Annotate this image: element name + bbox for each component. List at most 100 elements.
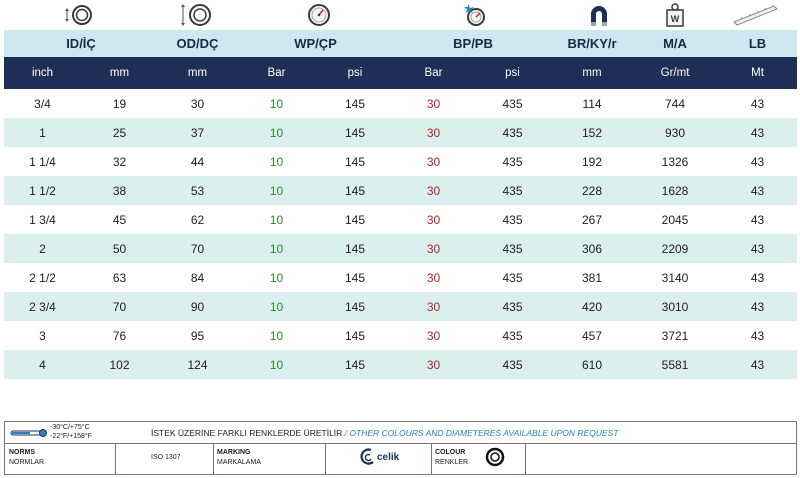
cell-od-mm: 90	[158, 292, 237, 321]
table-body: 3/4 19 30 10 145 30 435 114 744 43 1 25 …	[4, 89, 798, 379]
cell-br-mm: 420	[552, 292, 633, 321]
table-row: 2 3/4 70 90 10 145 30 435 420 3010 43	[4, 292, 798, 321]
cell-id-mm: 32	[112, 154, 127, 169]
cell-wp-bar: 10	[269, 212, 284, 227]
cell-bp-psi: 435	[502, 270, 523, 285]
cell-id-mm: 45	[112, 212, 127, 227]
cell-od-mm: 37	[158, 118, 237, 147]
cell-lb: 43	[718, 118, 798, 147]
cell-wp-bar: 10	[237, 176, 316, 205]
inner-diameter-icon	[60, 2, 100, 28]
cell-bp-psi: 435	[473, 176, 553, 205]
norm-value: ISO 1307	[151, 454, 181, 461]
cell-lb: 43	[718, 234, 798, 263]
unit-inch: inch	[4, 57, 81, 89]
cell-ma: 5581	[632, 350, 719, 379]
cell-inch: 2 3/4	[4, 292, 81, 321]
cell-bp-bar: 30	[394, 176, 473, 205]
cell-inch: 1 1/4	[29, 154, 56, 169]
table-row: 4 102 124 10 145 30 435 610 5581 43	[4, 350, 798, 379]
cell-bp-bar: 30	[394, 118, 473, 147]
cell-od-mm: 30	[190, 96, 205, 111]
cell-br-mm: 192	[582, 154, 603, 169]
table-row: 1 1/2 38 53 10 145 30 435 228 1628 43	[4, 176, 798, 205]
marking-label-tr: MARKALAMA	[217, 459, 261, 466]
cell-id-mm: 70	[81, 292, 158, 321]
cell-wp-psi: 145	[316, 234, 394, 263]
unit-ma: Gr/mt	[632, 57, 719, 89]
bend-radius-icon	[584, 2, 614, 28]
celik-logo-icon	[360, 446, 376, 471]
cell-id-mm: 50	[81, 234, 158, 263]
cell-bp-bar: 30	[394, 350, 473, 379]
norms-label: NORMS	[9, 449, 36, 456]
cell-od-mm: 62	[190, 212, 205, 227]
cell-lb: 43	[750, 270, 765, 285]
table-row: 1 1/4 32 44 10 145 30 435 192 1326 43	[4, 147, 797, 176]
header-wp: WP/ÇP	[237, 30, 394, 57]
cell-wp-psi: 145	[316, 292, 394, 321]
cell-od-mm: 70	[158, 234, 237, 263]
cell-bp-bar: 30	[426, 270, 441, 285]
cell-ma: 3721	[661, 328, 689, 343]
cell-wp-psi: 145	[344, 96, 366, 111]
cell-od-mm: 84	[190, 270, 205, 285]
cell-lb: 43	[718, 350, 798, 379]
cell-wp-psi: 145	[344, 212, 366, 227]
unit-lb: Mt	[718, 57, 798, 89]
cell-br-mm: 306	[552, 234, 633, 263]
cell-wp-psi: 145	[344, 328, 366, 343]
cell-wp-psi: 145	[316, 118, 394, 147]
cell-br-mm: 228	[552, 176, 633, 205]
header-od: OD/DÇ	[158, 30, 237, 57]
note-turkish: İSTEK ÜZERİNE FARKLI RENKLERDE ÜRETİLİR	[151, 428, 343, 438]
column-icons: W	[0, 0, 800, 30]
cell-id-mm: 19	[112, 96, 127, 111]
table-row: 2 50 70 10 145 30 435 306 2209 43	[4, 234, 798, 263]
cell-lb: 43	[750, 328, 765, 343]
cell-bp-bar: 30	[426, 212, 441, 227]
cell-lb: 43	[718, 292, 798, 321]
cell-wp-bar: 10	[237, 234, 316, 263]
cell-br-mm: 152	[552, 118, 633, 147]
footer-divider	[5, 443, 796, 444]
brand-logo: celik	[377, 452, 400, 463]
cell-od-mm: 95	[190, 328, 205, 343]
cell-ma: 3010	[632, 292, 719, 321]
cell-lb: 43	[750, 96, 765, 111]
table-row: 3 76 95 10 145 30 435 457 3721 43	[4, 321, 797, 350]
cell-od-mm: 124	[158, 350, 237, 379]
cell-od-mm: 44	[190, 154, 205, 169]
norms-label-tr: NORMLAR	[9, 459, 45, 466]
cell-lb: 43	[750, 154, 765, 169]
unit-wp-bar: Bar	[237, 57, 316, 89]
cell-wp-bar: 10	[269, 270, 284, 285]
cell-bp-bar: 30	[394, 234, 473, 263]
cell-bp-psi: 435	[502, 96, 523, 111]
availability-note: İSTEK ÜZERİNE FARKLI RENKLERDE ÜRETİLİR …	[151, 428, 618, 438]
cell-wp-bar: 10	[237, 350, 316, 379]
units-row: inch mm mm Bar psi Bar psi mm Gr/mt Mt	[4, 57, 798, 89]
weight-letter: W	[671, 14, 680, 24]
colour-swatch-icon	[485, 447, 505, 470]
cell-od-mm: 53	[158, 176, 237, 205]
cell-bp-psi: 435	[473, 118, 553, 147]
unit-bp-psi: psi	[473, 57, 553, 89]
footer-separator	[115, 443, 116, 475]
cell-br-mm: 267	[582, 212, 603, 227]
cell-bp-bar: 30	[426, 328, 441, 343]
cell-wp-bar: 10	[237, 292, 316, 321]
unit-od-mm: mm	[158, 57, 237, 89]
cell-inch: 4	[4, 350, 81, 379]
footer-separator	[213, 443, 214, 475]
cell-inch: 2	[4, 234, 81, 263]
outer-diameter-icon	[177, 2, 217, 28]
note-english: OTHER COLOURS AND DIAMETERES AVAILABLE U…	[349, 428, 619, 438]
cell-bp-psi: 435	[473, 292, 553, 321]
footer-separator	[325, 443, 326, 475]
marking-label: MARKING	[217, 449, 251, 456]
cell-bp-psi: 435	[473, 234, 553, 263]
cell-inch: 3	[39, 328, 46, 343]
thermometer-icon	[9, 427, 49, 442]
cell-bp-psi: 435	[502, 154, 523, 169]
